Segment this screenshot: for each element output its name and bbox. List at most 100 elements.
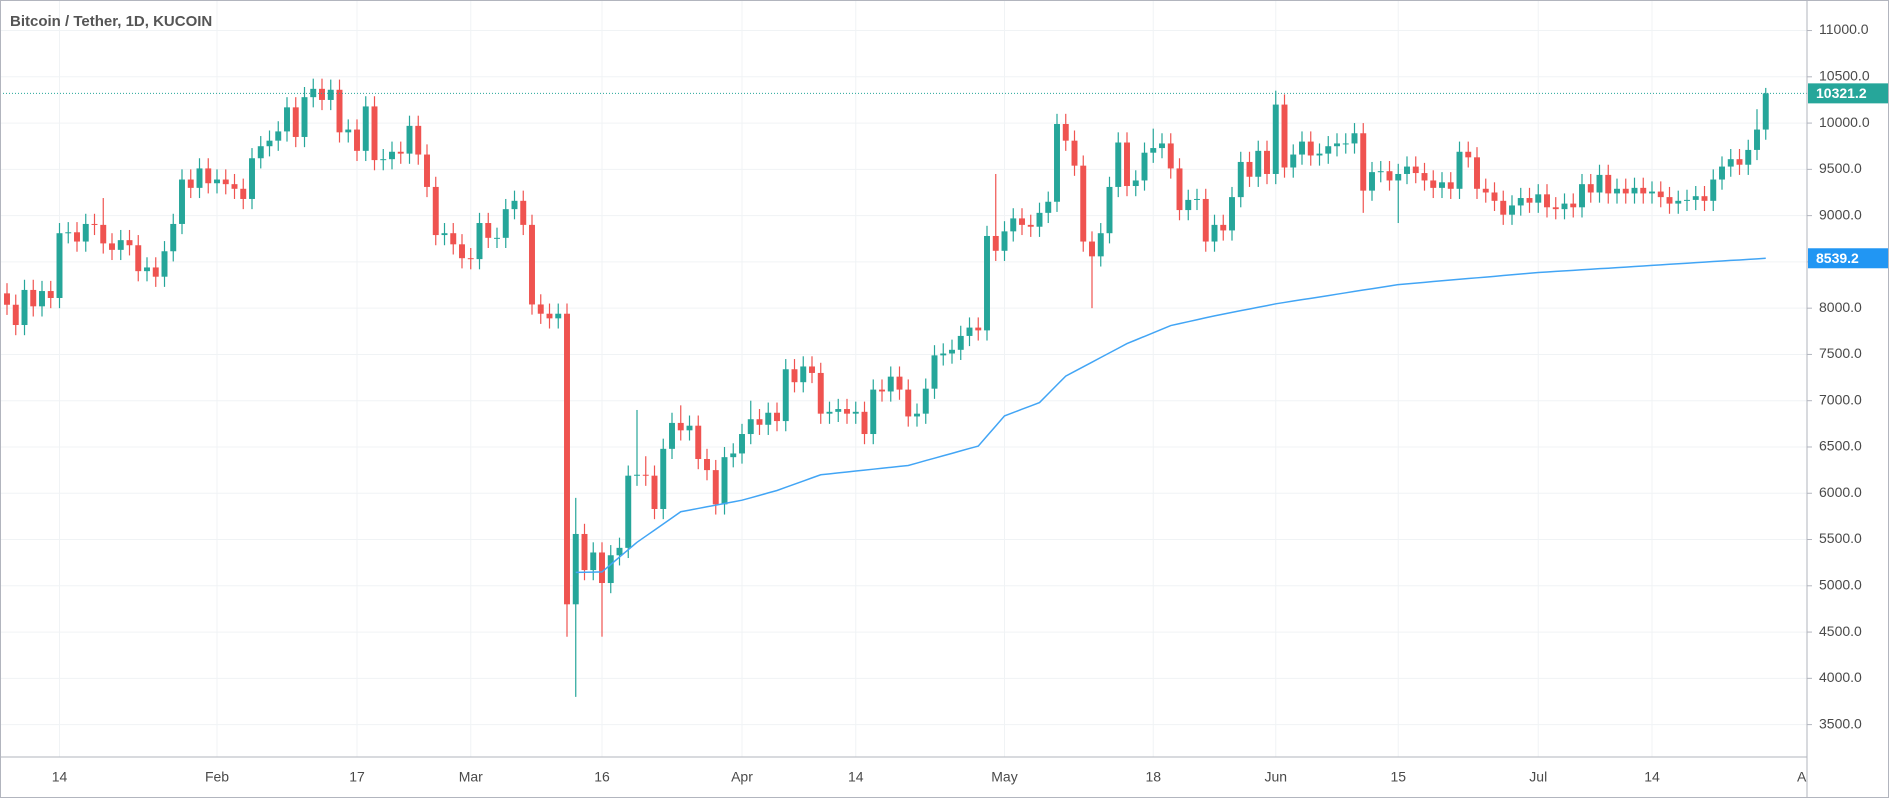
candle-body [704,459,710,471]
candle-body [1071,140,1078,166]
candle-body [205,168,212,184]
candle-body [1684,199,1690,201]
candle-body [502,209,509,238]
candle-body [450,233,457,245]
plot-area: 14 Feb 17 Mar 16 Apr 14 May 18 Jun 15 Jul 14 Aug [0,0,1822,785]
candle-body [65,232,72,234]
candle-body [1281,104,1288,168]
candle-body [327,89,334,100]
candle-body [1701,196,1708,201]
candle-body [1614,188,1620,194]
candle-body [1360,133,1367,191]
candle-body [1596,174,1603,193]
candle-body [100,224,107,244]
x-tick-label: Jul [1529,769,1547,785]
candle-body [1237,161,1244,198]
candle-body [1631,187,1638,194]
candle-body [1097,233,1104,257]
candle-body [835,409,842,412]
candle-body [432,186,439,236]
candle-body [126,240,133,246]
candle-body [1465,151,1472,158]
candle-body [47,291,54,298]
candle-body [607,555,614,584]
candle-body [1517,198,1524,206]
candle-body [389,151,395,160]
x-tick-label: 15 [1390,769,1406,785]
candle-body [660,448,667,509]
candle-body [1719,166,1725,180]
candle-body [424,154,430,187]
candle-body [1710,179,1717,201]
candle-body [170,223,177,252]
candle-body [1439,182,1445,188]
y-tick-label: 6000.0 [1819,484,1862,500]
candle-body [1150,148,1157,153]
candle-body [957,335,964,350]
candle-body [179,179,185,224]
candle-body [1675,200,1682,204]
x-tick-label: Mar [459,769,483,785]
candle-body [249,158,255,199]
candle-body [1727,159,1734,167]
candle-body [275,131,282,141]
y-tick-label: 4500.0 [1819,623,1862,639]
candle-body [1535,194,1542,203]
candle-body [4,293,10,305]
candle-body [511,200,518,210]
candle-body [371,106,378,161]
candle-body [826,411,833,414]
candle-body [1762,93,1769,130]
candle-body [1474,157,1480,189]
candle-body [695,425,702,460]
candle-body [467,258,474,260]
candle-body [1264,150,1270,174]
candle-body [1272,104,1279,174]
candle-body [56,233,63,298]
y-tick-label: 11000.0 [1819,21,1869,37]
candle-body [1561,203,1568,210]
candle-body [1640,187,1647,194]
candle-body [1570,203,1577,208]
candle-body [345,129,352,133]
candle-body [1141,152,1148,181]
candle-body [214,179,220,184]
candle-body [1482,188,1489,193]
candle-body [1255,150,1262,177]
y-tick-label: 4000.0 [1819,669,1862,685]
candle-body [879,389,885,392]
x-tick-label: 14 [52,769,68,785]
candle-body [599,552,605,584]
candle-body [1579,184,1585,208]
candle-body [1754,129,1760,150]
x-tick-label: Aug [1797,769,1822,785]
candle-body [809,366,815,373]
candle-body [1334,143,1340,147]
candle-body [1027,224,1034,227]
candle-body [415,125,422,155]
candle-body [1649,191,1655,194]
candle-body [1124,142,1130,187]
candle-body [1526,198,1533,203]
y-tick-label: 5500.0 [1819,530,1862,546]
candle-body [747,419,754,435]
candle-body [1500,200,1507,215]
candle-body [844,409,850,414]
candle-body [555,313,562,319]
candle-body [1369,172,1375,191]
candle-body [1377,171,1384,173]
candle-body [625,475,632,548]
y-tick-label: 3500.0 [1819,715,1862,731]
y-tick-label: 10000.0 [1819,114,1870,130]
candle-body [634,474,640,476]
y-tick-label: 6500.0 [1819,438,1862,454]
candle-body [1036,212,1043,227]
candle-body [546,313,553,319]
candle-body [1246,161,1253,177]
candle-body [1605,174,1612,194]
candle-body [1430,180,1437,188]
candle-body [161,251,168,277]
candle-body [301,97,308,137]
candle-body [730,453,737,458]
